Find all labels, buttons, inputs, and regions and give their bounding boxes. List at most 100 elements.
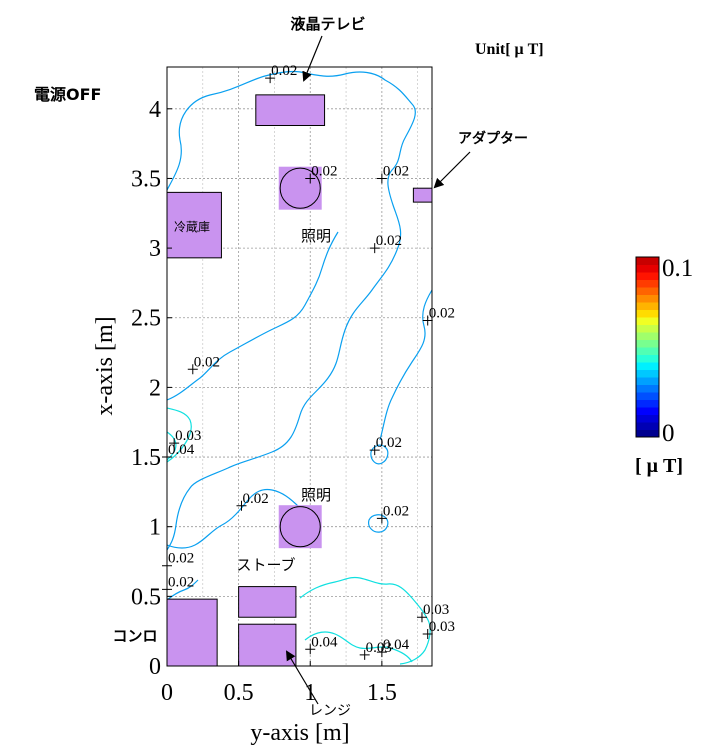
y-tick-label: 0.5 <box>131 584 161 610</box>
colorbar-swatch <box>636 287 659 295</box>
colorbar-swatch <box>636 429 659 438</box>
colorbar-swatch <box>636 332 659 340</box>
contour-value-label: 0.02 <box>271 63 297 79</box>
y-tick-label: 0 <box>149 654 161 680</box>
contour-line-002-loop-a <box>370 444 389 465</box>
y-tick-label: 3 <box>149 236 161 262</box>
y-tick-label: 2.5 <box>131 306 161 332</box>
colorbar-unit-label: [ μ T] <box>635 455 683 477</box>
contour-label-marker <box>162 584 172 595</box>
label-adapter: アダプター <box>458 130 528 147</box>
colorbar-swatch <box>636 414 659 423</box>
colorbar-swatch <box>636 384 659 393</box>
label-lcd-tv: 液晶テレビ <box>290 15 365 33</box>
x-axis-title: y-axis [m] <box>250 720 349 746</box>
contour-label-marker <box>187 364 198 375</box>
contour-label-marker <box>359 649 370 660</box>
contour-value-label: 0.02 <box>311 163 337 179</box>
contour-label-marker <box>236 500 247 511</box>
contour-line-004-bottom <box>304 631 413 663</box>
contour-label-marker <box>305 173 316 184</box>
colorbar-swatch <box>636 324 659 333</box>
colorbar-swatch <box>636 422 659 430</box>
contour-label-marker <box>422 315 433 326</box>
appliance-rect <box>238 586 297 618</box>
colorbar-swatch <box>636 279 659 288</box>
appliance-rect <box>255 94 326 127</box>
unit-label: Unit[ μ T] <box>475 41 544 58</box>
contour-value-label: 0.02 <box>383 163 409 179</box>
contour-label-marker <box>169 438 180 449</box>
colorbar-swatch <box>636 302 659 310</box>
colorbar-swatch <box>636 272 659 280</box>
contour-line-003-bottom <box>299 576 431 665</box>
contour-line-002-upper <box>167 70 416 551</box>
contour-value-label: 0.02 <box>383 503 409 519</box>
contour-line-002-loop-b <box>368 514 389 533</box>
colorbar-swatch <box>636 317 659 325</box>
appliance-objects <box>166 94 433 667</box>
x-tick-label: 1.5 <box>367 680 397 706</box>
contour-value-label: 0.02 <box>242 491 268 507</box>
colorbar-swatch <box>636 264 659 273</box>
label-stove: ストーブ <box>236 556 295 574</box>
contour-value-label: 0.02 <box>168 551 194 567</box>
colorbar-swatch <box>636 399 659 408</box>
contour-label-marker <box>162 560 172 571</box>
appliance-rect <box>238 623 297 667</box>
x-tick-label: 0 <box>161 680 173 706</box>
appliance-rect <box>412 187 433 203</box>
contour-label-marker <box>369 243 380 254</box>
colorbar-swatch <box>636 377 659 385</box>
contour-line-002-left <box>167 231 339 401</box>
colorbar-swatch <box>636 369 659 378</box>
colorbar-swatch <box>636 294 659 303</box>
contour-value-labels: 0.02 0.02 0.02 0.02 0.02 0.02 0.03 0.04 0.02 0.02… <box>162 63 455 660</box>
colorbar-swatch <box>636 339 659 348</box>
contour-value-label: 0.03 <box>175 428 201 444</box>
power-status-label: 電源OFF <box>34 85 101 104</box>
contour-label-marker <box>305 644 316 655</box>
colorbar-swatch <box>636 309 659 318</box>
arrow-lcd-tv <box>302 35 323 82</box>
contour-line-002-right <box>379 289 432 441</box>
contour-label-marker <box>376 647 387 658</box>
contour-label-marker <box>422 628 433 639</box>
plot-frame <box>166 66 433 667</box>
colorbar-swatch <box>636 392 659 400</box>
colorbar-swatch <box>636 347 659 355</box>
label-lighting-upper: 照明 <box>301 227 331 245</box>
contour-line-004-left <box>167 431 177 461</box>
contour-value-label: 0.02 <box>429 306 455 322</box>
lighting-circle <box>279 506 321 548</box>
label-lighting-lower: 照明 <box>301 486 331 504</box>
colorbar-max-label: 0.1 <box>662 255 693 282</box>
contour-value-label: 0.02 <box>376 233 402 249</box>
colorbar-swatch <box>636 257 659 265</box>
label-microwave: レンジ <box>309 703 351 719</box>
x-tick-label: 0.5 <box>224 680 254 706</box>
contour-label-marker <box>376 513 387 524</box>
colorbar-swatch <box>636 407 659 415</box>
arrow-microwave <box>285 650 319 705</box>
appliance-rect <box>166 598 218 667</box>
contour-value-label: 0.02 <box>168 574 194 590</box>
contour-value-label: 0.04 <box>311 634 338 650</box>
label-stove-burner: コンロ <box>112 627 157 645</box>
contour-label-marker <box>416 612 427 623</box>
contour-label-marker <box>369 445 380 456</box>
y-axis-title: x-axis [m] <box>92 316 118 415</box>
contour-lines <box>167 70 432 665</box>
contour-line-002-lower <box>167 488 301 549</box>
contour-label-marker <box>265 73 276 84</box>
contour-value-label: 0.02 <box>194 354 220 370</box>
colorbar-swatch <box>636 354 659 363</box>
y-tick-label: 3.5 <box>131 166 161 192</box>
y-tick-label: 1.5 <box>131 445 161 471</box>
colorbar-min-label: 0 <box>662 420 675 447</box>
y-axis-ticks: 0 0.5 1 1.5 2 2.5 3 3.5 4 <box>131 97 172 680</box>
contour-value-label: 0.03 <box>429 619 455 635</box>
x-axis-ticks: 0 0.5 1 1.5 <box>161 661 397 706</box>
contour-line-003-left <box>167 407 192 463</box>
